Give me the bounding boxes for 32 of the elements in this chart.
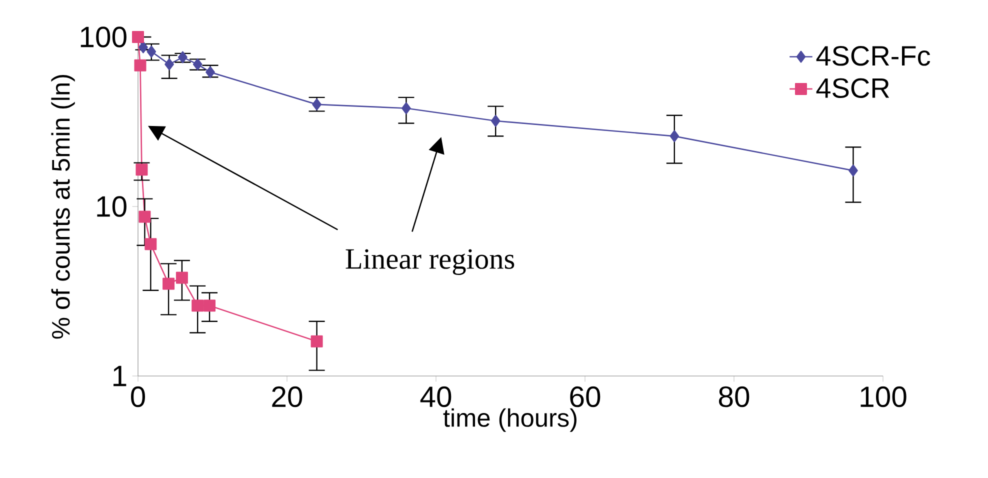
y-tick-label: 10 [97, 196, 126, 217]
x-tick-label: 100 [860, 386, 906, 408]
point [312, 98, 322, 110]
x-tick-label: 40 [420, 386, 452, 408]
x-tick-label: 20 [272, 386, 302, 408]
point [192, 300, 204, 312]
point [310, 335, 323, 348]
point [162, 278, 175, 290]
point [490, 114, 500, 127]
point [848, 164, 858, 177]
y-axis-title: % of counts at 5min (ln) [51, 75, 75, 339]
point [204, 300, 216, 312]
point [206, 66, 215, 78]
y-tick-label: 1 [114, 366, 126, 386]
annotation: Linear regions [346, 249, 514, 275]
point [138, 41, 148, 54]
legend-label: 4SCR-Fc [816, 46, 930, 66]
x-tick-label: 0 [130, 386, 146, 408]
point [402, 102, 411, 114]
x-axis-title: time (hours) [443, 408, 576, 432]
y-tick-label: 100 [80, 26, 126, 48]
point [670, 130, 680, 142]
x-tick-label: 60 [570, 386, 600, 408]
point [192, 58, 202, 70]
point [164, 58, 174, 70]
point [178, 51, 188, 64]
legend-label: 4SCR [816, 78, 890, 98]
point [138, 210, 151, 223]
point [144, 238, 157, 250]
x-tick-label: 80 [718, 386, 750, 408]
point [176, 272, 188, 284]
point [134, 59, 146, 72]
